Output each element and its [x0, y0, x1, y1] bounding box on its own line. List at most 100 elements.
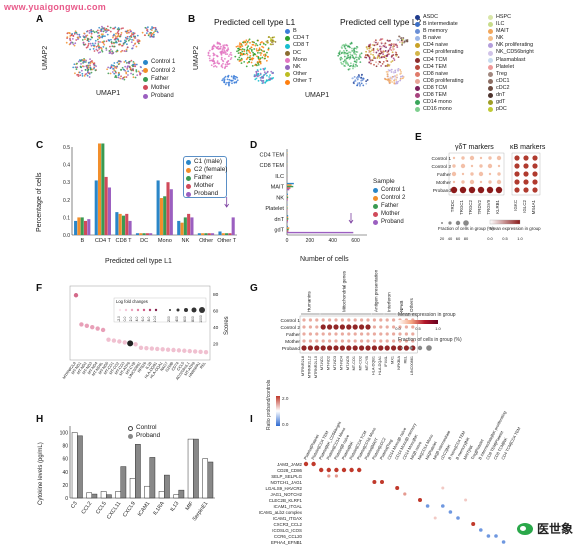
dot	[397, 345, 403, 351]
umap-point	[126, 66, 129, 69]
bar	[287, 207, 288, 209]
y-tick-label: Platelet	[265, 206, 284, 212]
col-label: HLA-DQB1	[371, 356, 375, 375]
dot	[404, 332, 408, 336]
umap-point	[120, 75, 122, 78]
umap-point	[125, 37, 128, 40]
umap-point	[393, 82, 396, 85]
dot	[452, 180, 456, 184]
umap-point	[108, 50, 111, 52]
umap-point	[93, 31, 96, 34]
legend-size-dot	[417, 345, 423, 351]
umap-point	[257, 72, 260, 75]
umap-point	[374, 57, 377, 60]
legend-label: Control 2	[381, 195, 406, 201]
gene-dot	[171, 347, 176, 353]
panel-h-legend-item: Control	[128, 424, 160, 432]
gene-dot	[182, 348, 187, 353]
legend-label: pDC	[496, 106, 507, 113]
bar	[287, 227, 290, 229]
bar	[166, 182, 170, 235]
umap-point	[152, 31, 155, 34]
umap-point	[266, 74, 268, 77]
umap-point	[227, 81, 230, 84]
bar	[120, 466, 127, 499]
umap-point	[69, 39, 72, 42]
umap-point	[252, 57, 255, 60]
dot	[379, 325, 383, 329]
umap-point	[112, 67, 114, 70]
legend-color-dot	[142, 308, 146, 312]
umap-point	[112, 36, 114, 39]
watermark: www.yuaigongwu.com	[4, 2, 107, 12]
umap-point	[228, 62, 231, 65]
umap-point	[236, 79, 239, 82]
dot	[311, 461, 316, 467]
dot	[334, 332, 338, 336]
legend-swatch	[285, 72, 290, 78]
umap-point	[261, 77, 264, 79]
dot	[514, 155, 520, 161]
dot	[365, 345, 371, 351]
dot	[514, 171, 520, 177]
legend-label: Treg	[496, 70, 507, 77]
y-tick-label: 0	[65, 496, 68, 502]
umap-point	[101, 36, 104, 39]
umap-point	[100, 33, 103, 36]
umap-point	[373, 55, 376, 58]
umap-point	[87, 71, 90, 73]
umap-point	[393, 81, 396, 84]
legend-label: B memory	[423, 28, 448, 35]
bar	[228, 233, 232, 235]
umap-point	[347, 56, 350, 59]
gene-dot	[73, 293, 79, 298]
umap-point	[356, 75, 359, 78]
legend-label: CD8 TCM	[423, 84, 447, 91]
umap-point	[210, 64, 213, 67]
umap-point	[270, 70, 273, 73]
legend-swatch	[186, 175, 191, 181]
umap-point	[251, 64, 254, 67]
umap-point	[103, 27, 106, 30]
umap-point	[93, 63, 95, 66]
legend-swatch	[488, 22, 493, 28]
umap-point	[372, 51, 375, 54]
umap-point	[256, 39, 259, 42]
legend-swatch	[373, 203, 378, 209]
umap-point	[265, 59, 268, 62]
umap-point	[100, 47, 103, 50]
legend-size-dot	[455, 220, 461, 226]
dot	[366, 339, 370, 343]
umap-point	[271, 41, 273, 44]
umap-point	[122, 68, 125, 71]
legend-item-label: 4.0	[135, 317, 139, 322]
umap-point	[378, 57, 381, 59]
umap-point	[383, 55, 386, 58]
umap-point	[355, 47, 358, 50]
umap-point	[365, 56, 368, 59]
umap-point	[123, 50, 126, 52]
bar	[178, 489, 185, 499]
gene-dot	[198, 349, 203, 355]
col-label: LINC00861	[410, 356, 414, 375]
umap-point	[337, 54, 340, 57]
umap-point	[252, 51, 254, 54]
umap-point	[103, 43, 106, 46]
umap-point	[231, 82, 233, 85]
umap-point	[257, 79, 260, 82]
bar	[158, 491, 165, 499]
legend-swatch	[186, 167, 191, 173]
umap-point	[120, 69, 122, 71]
dot	[327, 345, 333, 351]
umap-point	[346, 57, 349, 59]
umap-point	[88, 72, 91, 75]
umap-point	[264, 43, 267, 46]
umap-point	[257, 62, 260, 65]
dot	[479, 156, 483, 160]
umap-point	[386, 75, 389, 78]
umap-point	[214, 64, 217, 67]
dot	[328, 318, 332, 322]
legend-color-dot	[124, 308, 128, 312]
y-tick-label: 0.4	[63, 163, 70, 169]
gene-label: RPS26	[137, 361, 147, 373]
